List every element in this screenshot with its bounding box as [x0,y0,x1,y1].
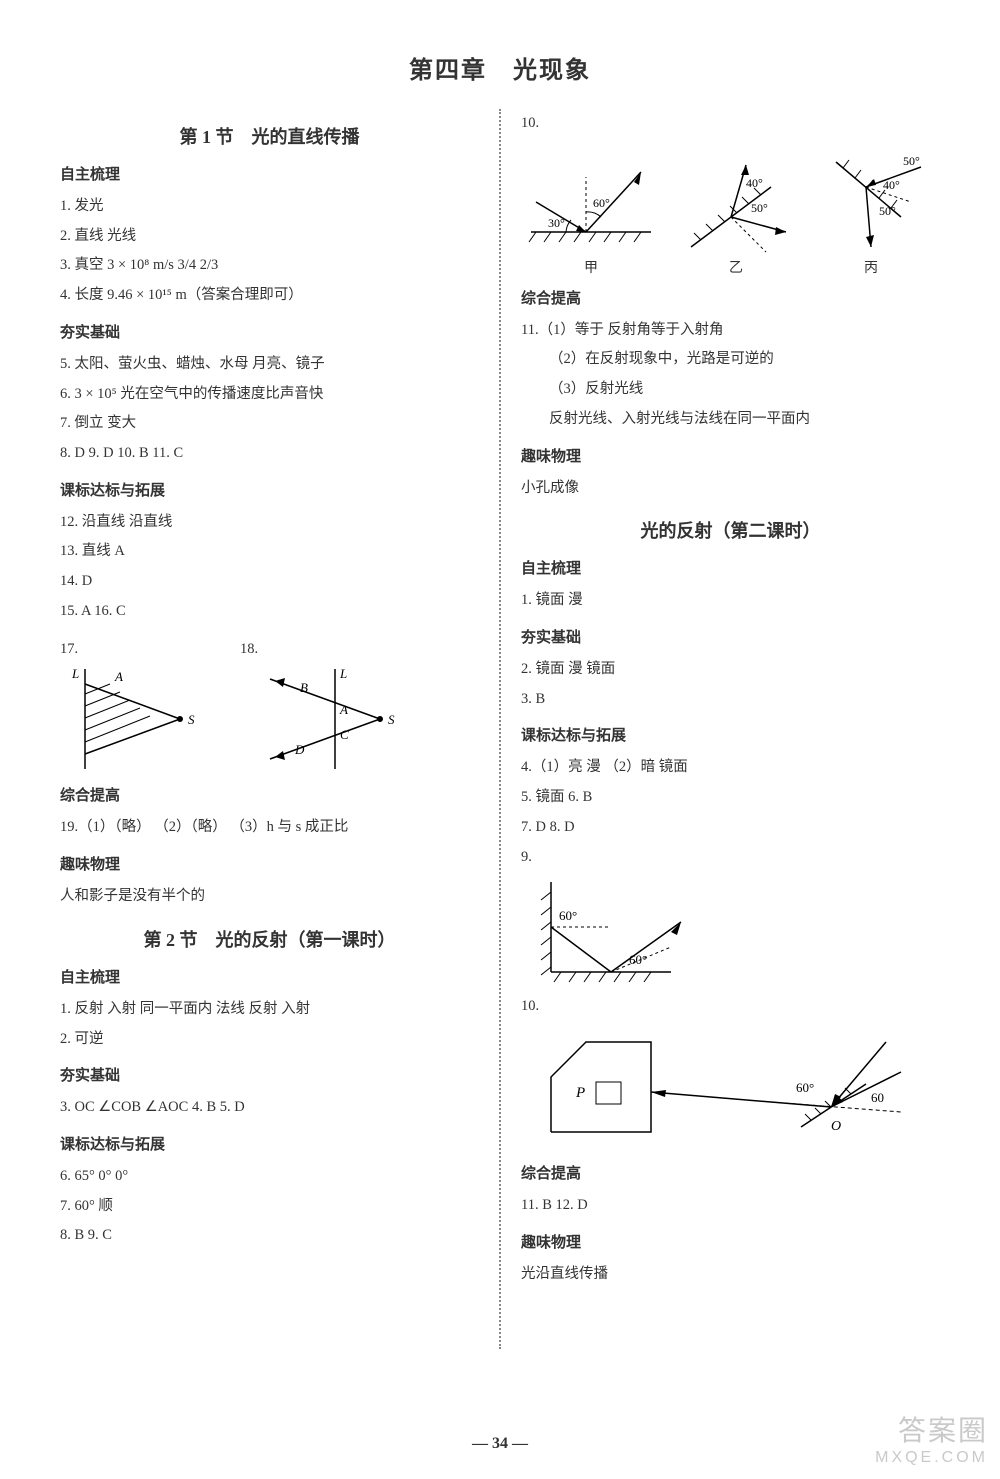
svg-text:60: 60 [871,1090,884,1105]
heading-gongshi1: 夯实基础 [60,321,479,342]
page-number: — 34 — [0,1435,1000,1453]
q1: 1. 发光 [60,192,479,222]
s3q9-label: 9. [521,843,940,873]
heading-kebiao1: 课标达标与拓展 [60,479,479,500]
left-column: 第 1 节 光的直线传播 自主梳理 1. 发光 2. 直线 光线 3. 真空 3… [60,109,479,1349]
s2q2: 2. 可逆 [60,1025,479,1055]
svg-text:60°: 60° [796,1080,814,1095]
q13: 13. 直线 A [60,537,479,567]
s3q1: 1. 镜面 漫 [521,586,940,616]
s3q3: 3. B [521,685,940,715]
heading-zizhu1: 自主梳理 [60,163,479,184]
rq11-4: 反射光线、入射光线与法线在同一平面内 [521,405,940,435]
label-yi: 乙 [671,257,801,277]
diagram-row-10: 30° 60° 甲 40° 50° 乙 [521,147,940,277]
s3q10-label: 10. [521,992,940,1022]
svg-text:60°: 60° [593,196,610,210]
qw1: 人和影子是没有半个的 [60,882,479,912]
watermark: 答案圈 MXQE.COM [875,1409,988,1467]
s3q7: 7. D 8. D [521,813,940,843]
q4: 4. 长度 9.46 × 10¹⁵ m（答案合理即可） [60,281,479,311]
heading-kebiao2: 课标达标与拓展 [60,1133,479,1154]
q7: 7. 倒立 变大 [60,409,479,439]
svg-text:60°: 60° [559,908,577,923]
svg-text:D: D [294,742,305,757]
q2: 2. 直线 光线 [60,222,479,252]
svg-text:A: A [114,669,123,684]
s3q5: 5. 镜面 6. B [521,783,940,813]
diagram-10-jia: 30° 60° [521,157,661,257]
svg-text:30°: 30° [548,216,565,230]
heading-zonghe-r1: 综合提高 [521,287,940,308]
svg-text:40°: 40° [746,176,763,190]
section3-title: 光的反射（第二课时） [521,517,940,543]
svg-text:50°: 50° [903,154,920,168]
diagram-row-17-18: 17. L A S 18. [60,635,479,775]
q12: 12. 沿直线 沿直线 [60,508,479,538]
s2q1: 1. 反射 入射 同一平面内 法线 反射 入射 [60,995,479,1025]
s2q8: 8. B 9. C [60,1221,479,1251]
heading-zizhu3: 自主梳理 [521,557,940,578]
diagram-18: L B A C D S [240,664,410,774]
r-q10-label: 10. [521,109,940,139]
section1-title: 第 1 节 光的直线传播 [60,123,479,149]
heading-gongshi3: 夯实基础 [521,626,940,647]
q6: 6. 3 × 10⁵ 光在空气中的传播速度比声音快 [60,380,479,410]
right-column: 10. 30° 60° 甲 [521,109,940,1349]
svg-text:A: A [339,702,348,717]
svg-text:L: L [71,666,79,681]
heading-zizhu2: 自主梳理 [60,966,479,987]
heading-kebiao3: 课标达标与拓展 [521,724,940,745]
q18-label: 18. [240,635,410,665]
s2q6: 6. 65° 0° 0° [60,1162,479,1192]
label-bing: 丙 [811,257,931,277]
rqw1: 小孔成像 [521,474,940,504]
s3q2: 2. 镜面 漫 镜面 [521,655,940,685]
q14: 14. D [60,567,479,597]
s2q3: 3. OC ∠COB ∠AOC 4. B 5. D [60,1093,479,1123]
svg-text:S: S [388,712,395,727]
section2-title: 第 2 节 光的反射（第一课时） [60,926,479,952]
q5: 5. 太阳、萤火虫、蜡烛、水母 月亮、镜子 [60,350,479,380]
heading-zonghe3: 综合提高 [521,1162,940,1183]
diagram-9: 60° 60° [521,872,701,992]
heading-gongshi2: 夯实基础 [60,1064,479,1085]
watermark-line1: 答案圈 [875,1409,988,1449]
q3: 3. 真空 3 × 10⁸ m/s 3/4 2/3 [60,251,479,281]
heading-zonghe1: 综合提高 [60,784,479,805]
svg-text:O: O [831,1119,841,1134]
diagram-17: L A S [60,664,230,774]
q15: 15. A 16. C [60,597,479,627]
q8: 8. D 9. D 10. B 11. C [60,439,479,469]
heading-quwei3: 趣味物理 [521,1231,940,1252]
svg-text:P: P [575,1085,585,1101]
s3q4: 4.（1）亮 漫 （2）暗 镜面 [521,753,940,783]
svg-text:40°: 40° [883,178,900,192]
q17-label: 17. [60,635,230,665]
q19: 19.（1）（略） （2）（略） （3）h 与 s 成正比 [60,813,479,843]
label-jia: 甲 [521,257,661,277]
svg-text:S: S [188,712,195,727]
diagram-10-bing: 50° 40° 50° [811,147,931,257]
rq11-2: （2）在反射现象中，光路是可逆的 [521,345,940,375]
rq11-3: （3）反射光线 [521,375,940,405]
watermark-line2: MXQE.COM [875,1449,988,1467]
svg-text:C: C [340,727,349,742]
svg-text:60°: 60° [629,952,647,967]
s2q7: 7. 60° 顺 [60,1192,479,1222]
diagram-10b: P 60° 60 O [521,1022,921,1152]
chapter-title: 第四章 光现象 [60,50,940,85]
column-divider [499,109,501,1349]
s3qw: 光沿直线传播 [521,1260,940,1290]
rq11-1: 11.（1）等于 反射角等于入射角 [521,316,940,346]
svg-text:L: L [339,666,347,681]
content-columns: 第 1 节 光的直线传播 自主梳理 1. 发光 2. 直线 光线 3. 真空 3… [60,109,940,1349]
heading-quwei-r1: 趣味物理 [521,445,940,466]
heading-quwei1: 趣味物理 [60,853,479,874]
svg-text:B: B [300,680,308,695]
svg-text:50°: 50° [879,204,896,218]
diagram-10-yi: 40° 50° [671,157,801,257]
s3q11: 11. B 12. D [521,1191,940,1221]
svg-text:50°: 50° [751,201,768,215]
